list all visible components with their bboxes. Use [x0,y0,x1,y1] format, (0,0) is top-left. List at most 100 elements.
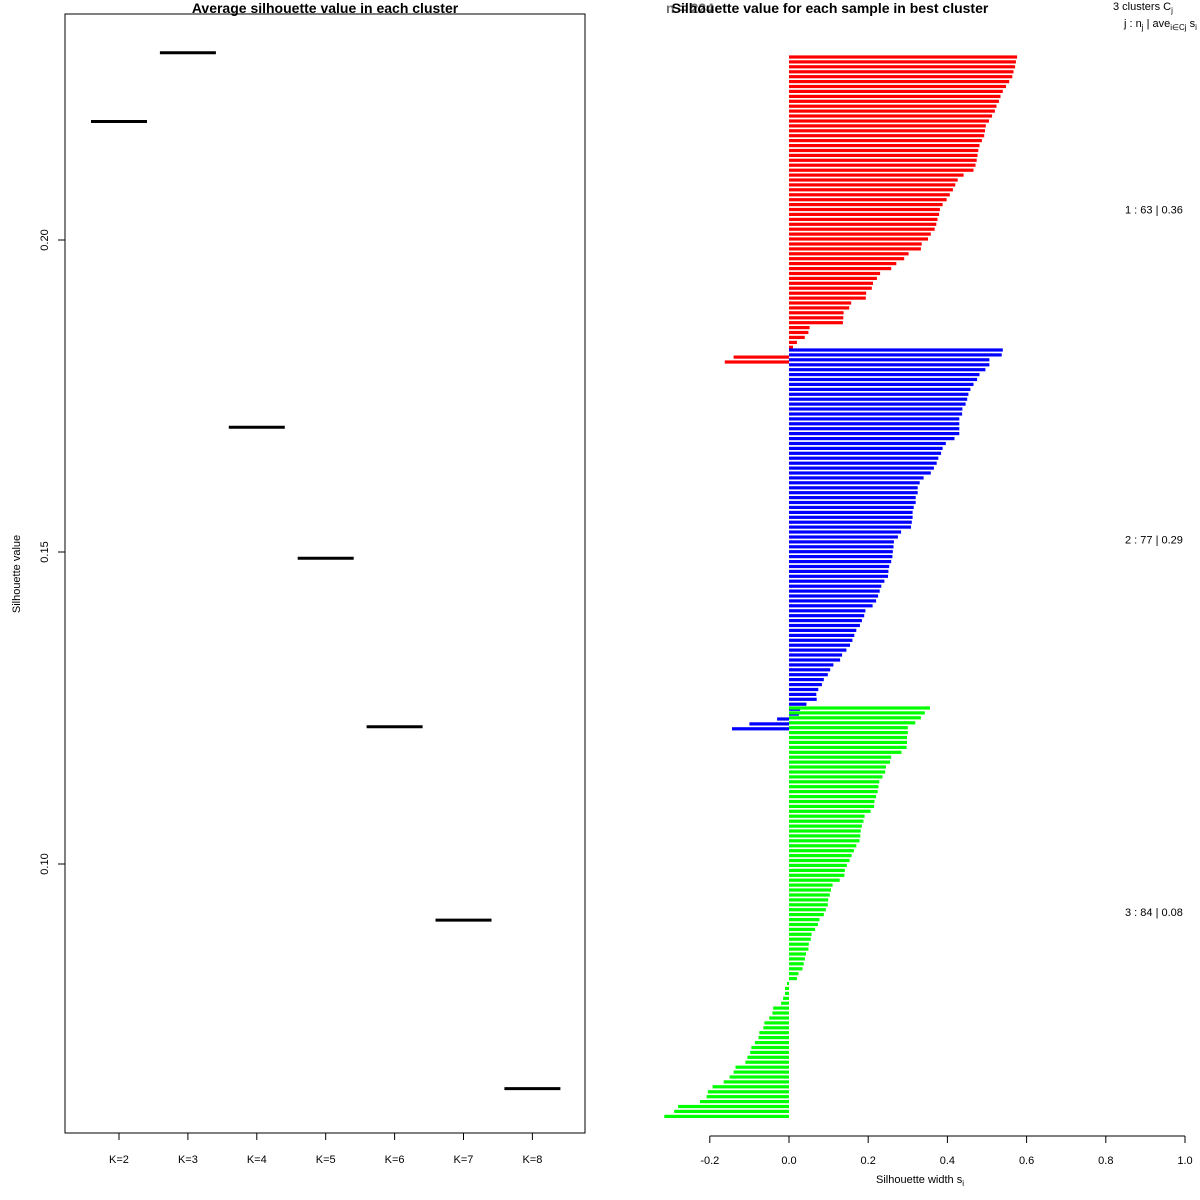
silhouette-bar-c3 [789,947,809,951]
silhouette-bar-c3 [789,750,902,754]
silhouette-bar-c3 [783,996,789,1000]
silhouette-bar-c1 [789,178,958,182]
silhouette-bar-c2 [789,623,860,628]
silhouette-bar-c2 [789,545,894,549]
silhouette-bar-c3 [745,1060,789,1064]
silhouette-bar-c3 [789,967,803,971]
silhouette-bar-c3 [789,888,831,892]
silhouette-bar-c2 [789,397,968,401]
avg-y-tick-label: 0.10 [39,853,51,874]
silhouette-bar-c1 [789,311,844,315]
silhouette-x-tick-label: -0.2 [700,1155,719,1167]
silhouette-bar-c2 [789,505,914,509]
silhouette-bar-c1 [789,252,909,256]
silhouette-bar-c1 [789,129,985,133]
silhouette-bar-c3 [789,878,840,882]
avg-x-tick-label: K=2 [109,1154,129,1166]
legend-header-line1: 3 clusters Cj [1113,1,1173,15]
silhouette-bar-c3 [678,1104,789,1109]
silhouette-bar-c2 [789,574,888,578]
silhouette-bar-c2 [789,653,843,657]
silhouette-bar-c1 [789,326,810,330]
silhouette-bar-c2 [789,392,969,396]
silhouette-bar-c1 [789,237,928,241]
silhouette-bar-c2 [789,382,974,386]
silhouette-bar-c3 [789,814,865,818]
silhouette-bar-c3 [735,1065,789,1069]
silhouette-bar-c1 [789,267,892,271]
silhouette-bar-c2 [789,584,882,588]
silhouette-bar-c2 [789,456,939,460]
silhouette-bar-c2 [789,560,892,564]
silhouette-bar-c1 [789,276,877,280]
silhouette-bar-c2 [789,658,841,662]
silhouette-bar-c1 [789,222,937,226]
silhouette-bar-c2 [789,500,916,505]
legend-header-line2-a: j : n [1123,18,1142,30]
silhouette-bar-c1 [789,55,1018,59]
silhouette-bar-c3 [789,849,854,853]
silhouette-bar-c3 [789,804,875,808]
silhouette-bar-c3 [785,991,789,995]
silhouette-bar-c3 [754,1041,789,1045]
silhouette-bar-c3 [787,981,789,986]
silhouette-bar-c2 [789,668,831,672]
legend-header-line1-main: 3 clusters C [1113,1,1171,13]
silhouette-bar-c1 [789,193,950,197]
silhouette-bar-c2 [789,412,963,416]
plot-frame-left [64,13,586,1134]
silhouette-bar-c3 [789,977,797,981]
silhouette-bar-c3 [772,1011,789,1015]
silhouette-bar-c3 [789,760,890,764]
silhouette-bar-c3 [712,1085,789,1089]
silhouette-bar-c2 [789,594,879,598]
silhouette-bar-c3 [664,1114,789,1118]
silhouette-bar-c2 [789,471,931,475]
silhouette-x-axis-label-main: Silhouette width s [876,1174,963,1186]
silhouette-bar-c3 [723,1080,789,1084]
silhouette-bar-c1 [789,203,943,207]
avg-y-tick-label: 0.15 [39,541,51,562]
silhouette-bar-c2 [789,540,894,544]
silhouette-bar-c3 [789,908,826,912]
legend-header-line2-sub-b: i∈Cj [1170,23,1187,32]
silhouette-bar-c3 [789,716,921,720]
silhouette-bar-c2 [789,432,960,436]
silhouette-bar-c2 [789,648,847,652]
silhouette-bar-c2 [789,358,990,362]
silhouette-bar-c1 [789,134,985,138]
silhouette-bar-c3 [789,883,833,887]
silhouette-panel: Silhouette value for each sample in best… [664,0,1197,1188]
silhouette-bar-c3 [789,726,908,730]
silhouette-x-axis-label-sub: i [962,1179,964,1188]
silhouette-bar-c2 [789,348,1003,352]
silhouette-bar-c3 [789,942,809,946]
silhouette-bar-c1 [789,345,793,349]
silhouette-bar-c1 [789,188,953,192]
silhouette-bar-c1 [789,247,921,251]
cluster-labels: 1 : 63 | 0.36 2 : 77 | 0.29 3 : 84 | 0.08 [1125,205,1183,920]
silhouette-bar-c2 [789,387,971,391]
silhouette-bar-c3 [789,799,875,804]
silhouette-x-tick-label: 0.4 [940,1155,955,1167]
avg-y-axis: 0.10 0.15 0.20 [39,229,65,875]
silhouette-bar-c1 [789,114,993,118]
silhouette-bar-c1 [789,330,809,335]
silhouette-bar-c1 [789,139,982,143]
avg-x-axis: K=2 K=3 K=4 K=5 K=6 K=7 K=8 [109,1133,542,1166]
silhouette-bar-c3 [750,1050,789,1054]
silhouette-bar-c3 [789,735,907,740]
silhouette-bar-c3 [789,834,861,838]
silhouette-x-tick-label: 0.0 [781,1155,796,1167]
silhouette-bar-c3 [773,1006,789,1010]
silhouette-bar-c3 [789,868,845,872]
silhouette-bar-c1 [789,104,997,108]
silhouette-bar-c3 [789,922,818,927]
silhouette-bar-c2 [789,451,942,455]
silhouette-bar-c1 [789,321,843,325]
silhouette-bar-c2 [789,535,898,539]
silhouette-bar-c1 [789,296,866,300]
silhouette-bar-c1 [789,183,956,187]
silhouette-bar-c1 [789,340,797,344]
